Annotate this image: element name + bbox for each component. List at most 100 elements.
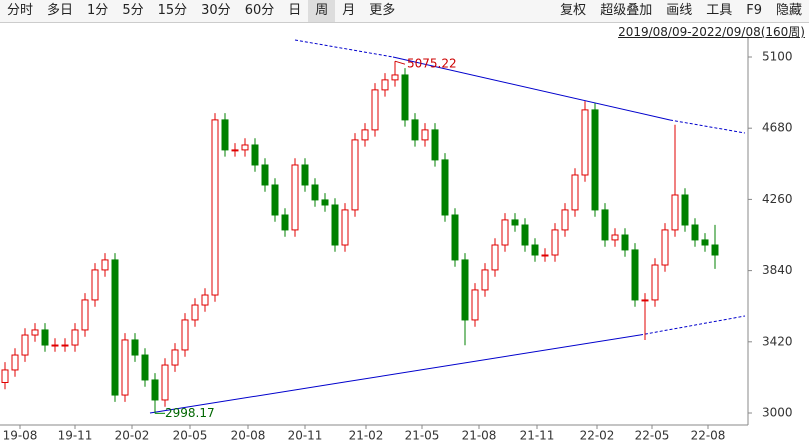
x-tick-label: 20-08 bbox=[231, 429, 266, 443]
candle-body bbox=[51, 344, 59, 347]
candle-body bbox=[621, 234, 629, 251]
candle-body bbox=[531, 244, 539, 256]
toolbar-button[interactable]: 60分 bbox=[244, 3, 275, 18]
candle-body bbox=[461, 259, 469, 321]
toolbar-button[interactable]: 15分 bbox=[157, 3, 188, 18]
candle-body bbox=[341, 209, 349, 246]
candle-body bbox=[141, 354, 149, 381]
candle-body bbox=[21, 334, 29, 356]
candle-body bbox=[91, 269, 99, 301]
candle-body bbox=[121, 339, 129, 396]
toolbar-button[interactable]: 画线 bbox=[666, 3, 693, 18]
candle-body bbox=[361, 129, 369, 141]
candle-body bbox=[241, 144, 249, 151]
candle-body bbox=[1, 369, 9, 383]
candle-body bbox=[161, 364, 169, 401]
candle-body bbox=[501, 219, 509, 246]
toolbar-button[interactable]: 多日 bbox=[47, 3, 74, 18]
x-tick-label: 21-08 bbox=[462, 429, 497, 443]
candle-body bbox=[181, 319, 189, 351]
x-tick-label: 20-05 bbox=[173, 429, 208, 443]
candle-body bbox=[151, 379, 159, 401]
candle-body bbox=[281, 214, 289, 231]
trendline bbox=[294, 39, 394, 58]
toolbar-button[interactable]: 复权 bbox=[560, 3, 587, 18]
toolbar: 分时 多日 1分 5分 15分 30分 60分日周月更多 复权 超级叠加 画线 工具 F9 隐藏 bbox=[0, 0, 809, 23]
candle-body bbox=[601, 209, 609, 241]
candle-body bbox=[681, 194, 689, 226]
period-buttons: 分时 多日 1分 5分 15分 30分 60分日周月更多 bbox=[0, 0, 402, 22]
candle-body bbox=[191, 304, 199, 321]
candle-body bbox=[171, 349, 179, 366]
candle-body bbox=[221, 119, 229, 151]
toolbar-button[interactable]: F9 bbox=[746, 3, 762, 18]
low-label: 2998.17 bbox=[165, 406, 215, 420]
x-tick-label: 19-11 bbox=[58, 429, 93, 443]
candle-body bbox=[321, 199, 329, 206]
candle-body bbox=[591, 109, 599, 211]
candle-body bbox=[271, 184, 279, 216]
x-tick-label: 22-08 bbox=[691, 429, 726, 443]
candle-body bbox=[231, 149, 239, 152]
x-tick-label: 22-05 bbox=[635, 429, 670, 443]
candle-body bbox=[631, 249, 639, 301]
candle-body bbox=[11, 354, 19, 371]
y-tick-label: 3840 bbox=[762, 263, 793, 277]
candle-body bbox=[711, 244, 719, 256]
marker-pointer bbox=[394, 60, 406, 65]
candle-body bbox=[441, 159, 449, 216]
candle-body bbox=[541, 254, 549, 257]
candle-body bbox=[101, 259, 109, 271]
candle-body bbox=[521, 224, 529, 246]
candle-body bbox=[71, 329, 79, 346]
candle-body bbox=[411, 119, 419, 141]
candle-body bbox=[261, 164, 269, 186]
candle-body bbox=[251, 144, 259, 166]
candle-body bbox=[651, 264, 659, 301]
candle-body bbox=[391, 74, 399, 81]
x-tick-label: 21-11 bbox=[520, 429, 555, 443]
toolbar-button[interactable]: 月 bbox=[342, 3, 356, 18]
y-tick-label: 3420 bbox=[762, 334, 793, 348]
candle-body bbox=[581, 109, 589, 176]
toolbar-button[interactable]: 分时 bbox=[7, 3, 34, 18]
x-tick-label: 22-02 bbox=[580, 429, 615, 443]
toolbar-button[interactable]: 超级叠加 bbox=[600, 3, 653, 18]
x-tick-label: 21-05 bbox=[405, 429, 440, 443]
high-label: 5075.22 bbox=[407, 57, 457, 71]
toolbar-button[interactable]: 隐藏 bbox=[775, 3, 802, 18]
trendline bbox=[639, 315, 746, 336]
candle-body bbox=[351, 139, 359, 211]
candle-body bbox=[561, 209, 569, 231]
candle-body bbox=[41, 329, 49, 346]
toolbar-button[interactable]: 工具 bbox=[706, 3, 733, 18]
candle-body bbox=[211, 119, 219, 296]
candle-body bbox=[511, 219, 519, 226]
candle-body bbox=[331, 204, 339, 246]
candle-body bbox=[301, 164, 309, 186]
toolbar-button[interactable]: 30分 bbox=[201, 3, 231, 18]
y-tick-label: 3000 bbox=[762, 406, 793, 420]
toolbar-button[interactable]: 周 bbox=[308, 0, 336, 22]
candle-body bbox=[401, 74, 409, 121]
candle-body bbox=[111, 259, 119, 396]
toolbar-button[interactable]: 日 bbox=[288, 3, 302, 18]
x-tick-label: 21-02 bbox=[349, 429, 384, 443]
y-tick-label: 4680 bbox=[762, 121, 793, 135]
y-tick-label: 4260 bbox=[762, 192, 793, 206]
toolbar-button[interactable]: 1分 bbox=[87, 3, 109, 18]
candle-body bbox=[131, 339, 139, 356]
candle-body bbox=[421, 129, 429, 141]
candle-body bbox=[611, 234, 619, 241]
candle-body bbox=[481, 269, 489, 291]
range-label: 2019/08/09-2022/09/08(160周) bbox=[618, 25, 805, 39]
trendline bbox=[392, 56, 671, 121]
trendline bbox=[669, 119, 746, 134]
candle-body bbox=[661, 229, 669, 266]
candle-body bbox=[31, 329, 39, 336]
x-tick-label: 19-08 bbox=[3, 429, 38, 443]
candle-body bbox=[201, 294, 209, 306]
candle-body bbox=[381, 79, 389, 91]
toolbar-button[interactable]: 更多 bbox=[369, 3, 396, 18]
toolbar-button[interactable]: 5分 bbox=[122, 3, 144, 18]
